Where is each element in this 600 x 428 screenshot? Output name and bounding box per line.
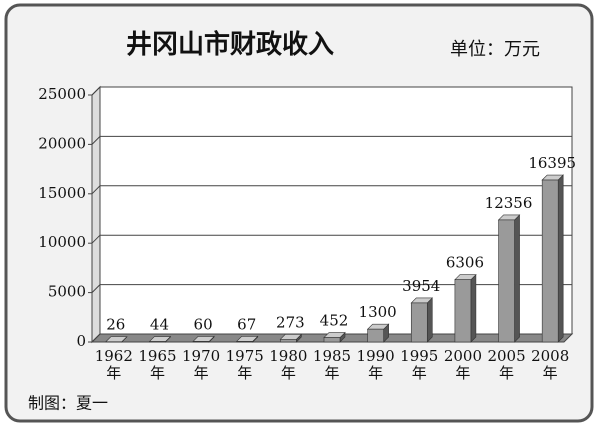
bar-side	[557, 174, 564, 343]
chart-title: 井冈山市财政收入	[126, 29, 334, 60]
grid-line	[91, 86, 572, 96]
side-wall	[91, 85, 101, 344]
bar	[367, 328, 384, 343]
y-tick-label: 5000	[48, 283, 86, 301]
value-label: 16395	[528, 154, 576, 172]
bar	[541, 179, 559, 343]
value-label: 452	[320, 312, 349, 330]
y-tick-label: 15000	[38, 184, 86, 202]
value-label: 12356	[485, 194, 533, 212]
value-label: 60	[194, 315, 213, 333]
bar	[323, 337, 341, 343]
x-tick-label: 1990 年	[356, 347, 395, 382]
bar-side	[514, 214, 520, 343]
x-tick-label: 2000 年	[443, 347, 482, 382]
x-tick-label: 1965 年	[138, 347, 177, 382]
x-tick-label: 1995 年	[400, 347, 439, 382]
x-tick-label: 1975 年	[225, 347, 264, 382]
grid-line	[91, 234, 572, 244]
x-tick-label: 2008 年	[531, 347, 570, 382]
bar-side	[426, 297, 433, 343]
x-tick-label: 1980 年	[269, 347, 308, 382]
x-tick-label: 1985 年	[312, 347, 352, 382]
x-tick-label: 1962 年	[94, 347, 133, 382]
bar-side	[470, 273, 477, 343]
x-tick-label: 2005 年	[487, 347, 526, 382]
unit-label: 单位：万元	[450, 39, 540, 60]
grid-line	[91, 135, 572, 145]
bar	[454, 279, 472, 343]
grid-line	[91, 284, 572, 293]
value-label: 3954	[402, 277, 440, 295]
grid-line	[91, 185, 572, 195]
bar	[236, 341, 254, 343]
bar	[410, 302, 428, 343]
value-label: 273	[276, 313, 305, 331]
bar	[498, 219, 515, 343]
bar	[280, 339, 297, 343]
y-tick-label: 20000	[38, 134, 86, 152]
value-label: 1300	[359, 303, 397, 321]
y-tick-label: 25000	[38, 85, 86, 103]
value-label: 6306	[446, 254, 484, 272]
x-tick-label: 1970 年	[181, 347, 221, 382]
value-label: 44	[150, 316, 169, 334]
footer: 制图：夏一	[28, 394, 108, 413]
y-tick-label: 10000	[38, 233, 86, 251]
value-label: 67	[237, 315, 256, 333]
value-label: 26	[106, 316, 125, 334]
bar	[192, 341, 210, 343]
y-tick-label: 0	[76, 332, 86, 350]
